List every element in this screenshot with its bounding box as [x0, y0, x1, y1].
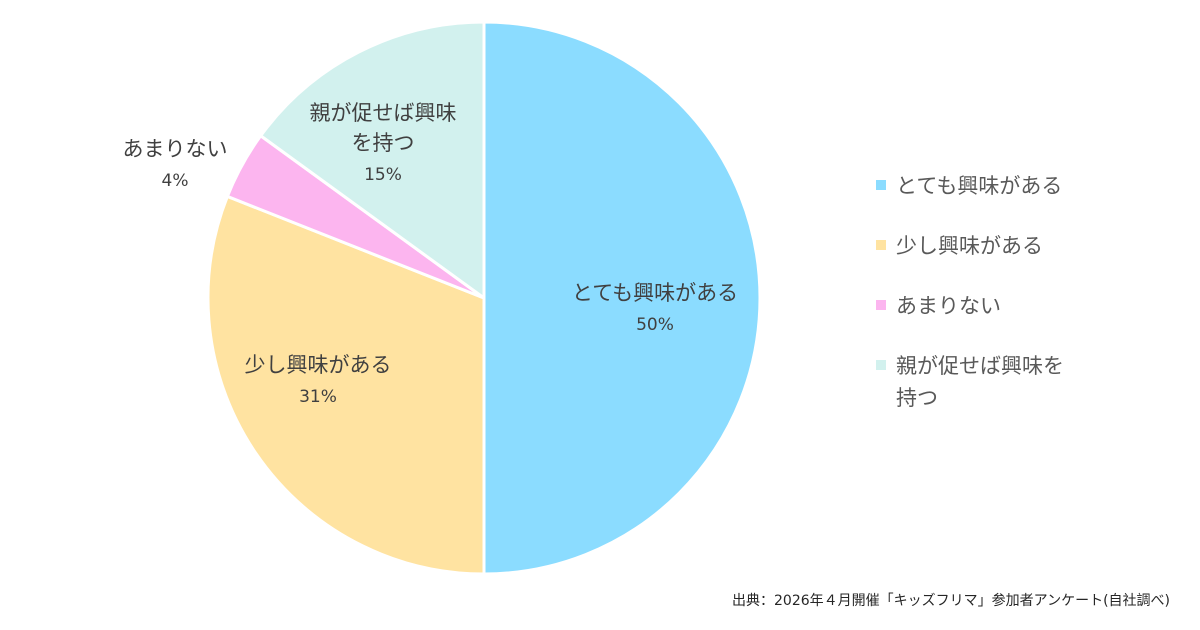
slice-percent-label: 50% [636, 315, 674, 335]
pie-slices [206, 20, 762, 576]
slice-percent-label: 31% [299, 387, 337, 407]
pie-slice [482, 20, 762, 576]
source-note: 出典：2026年４月開催「キッズフリマ」参加者アンケート(自社調べ) [732, 593, 1170, 609]
legend-swatch [876, 240, 886, 250]
slice-label: とても興味がある [572, 281, 738, 305]
slice-percent-label: 15% [364, 165, 402, 185]
legend-swatch [876, 300, 886, 310]
slice-label: を持つ [352, 131, 415, 155]
legend-label: とても興味がある [896, 174, 1062, 198]
slice-label: 親が促せば興味 [310, 101, 457, 125]
legend-swatch [876, 360, 886, 370]
legend-label: 持つ [896, 386, 938, 410]
legend-label: 少し興味がある [896, 234, 1043, 258]
legend-label: あまりない [896, 294, 1001, 318]
slice-label: 少し興味がある [245, 353, 392, 377]
legend-swatch [876, 180, 886, 190]
slice-label: あまりない [123, 137, 228, 161]
slice-percent-label: 4% [162, 171, 189, 191]
pie-slice [206, 194, 486, 576]
legend-label: 親が促せば興味を [896, 354, 1064, 378]
pie-slice [258, 20, 486, 301]
